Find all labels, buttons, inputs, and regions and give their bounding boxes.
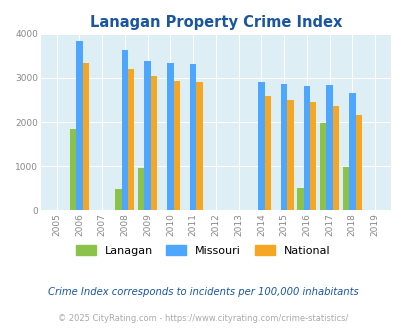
Bar <box>303 86 309 210</box>
Bar <box>287 100 293 210</box>
Bar <box>342 167 348 210</box>
Text: Crime Index corresponds to incidents per 100,000 inhabitants: Crime Index corresponds to incidents per… <box>47 287 358 297</box>
Bar <box>151 76 157 210</box>
Bar <box>319 123 326 210</box>
Bar <box>190 64 196 210</box>
Bar <box>128 69 134 210</box>
Bar <box>196 82 202 210</box>
Bar <box>264 96 270 210</box>
Bar <box>326 85 332 210</box>
Bar <box>144 61 151 210</box>
Legend: Lanagan, Missouri, National: Lanagan, Missouri, National <box>71 241 334 260</box>
Bar <box>296 188 303 210</box>
Bar <box>332 106 338 210</box>
Title: Lanagan Property Crime Index: Lanagan Property Crime Index <box>90 15 341 30</box>
Bar <box>258 82 264 210</box>
Bar <box>355 115 361 210</box>
Bar <box>280 84 287 210</box>
Bar <box>173 81 179 210</box>
Bar <box>309 102 315 210</box>
Bar <box>122 50 128 210</box>
Bar <box>167 63 173 210</box>
Text: © 2025 CityRating.com - https://www.cityrating.com/crime-statistics/: © 2025 CityRating.com - https://www.city… <box>58 314 347 323</box>
Bar <box>348 93 355 210</box>
Bar <box>115 189 122 210</box>
Bar <box>83 63 89 210</box>
Bar <box>70 129 76 210</box>
Bar <box>76 42 83 210</box>
Bar <box>138 168 144 210</box>
